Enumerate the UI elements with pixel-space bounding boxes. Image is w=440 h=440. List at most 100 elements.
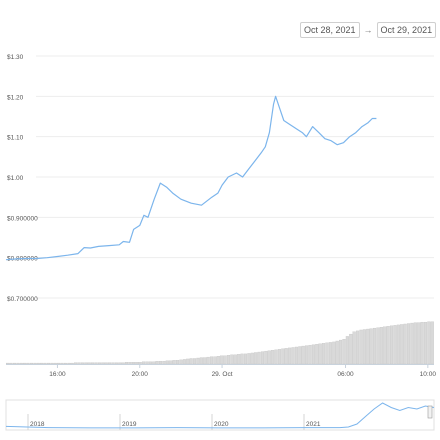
price-series — [5, 95, 377, 261]
volume-bar — [131, 362, 135, 365]
volume-bar — [80, 362, 84, 365]
volume-bar — [342, 339, 346, 365]
volume-bar — [94, 362, 98, 365]
volume-bar — [352, 331, 356, 365]
volume-bar — [305, 345, 309, 365]
volume-bar — [403, 323, 407, 365]
y-tick-label: $1.00 — [7, 175, 24, 182]
volume-bar — [159, 361, 163, 365]
volume-bar — [298, 346, 302, 365]
volume-bar — [247, 353, 251, 365]
y-tick-label: $0.700000 — [7, 296, 38, 303]
volume-bar — [406, 323, 411, 365]
volume-bar — [260, 351, 265, 365]
volume-bar — [335, 340, 339, 365]
volume-bar — [162, 361, 166, 365]
volume-bar — [175, 360, 180, 365]
volume-bar — [152, 361, 156, 365]
volume-bar — [257, 351, 261, 365]
volume-bar — [182, 359, 186, 365]
volume-bar — [50, 362, 54, 365]
y-tick-label: $1.30 — [7, 54, 24, 61]
volume-bar — [423, 321, 428, 365]
volume-bar — [155, 361, 159, 365]
price-line — [5, 95, 377, 261]
volume-bar — [417, 322, 421, 365]
date-from-input[interactable]: Oct 28, 2021 — [300, 22, 360, 38]
volume-bar — [400, 324, 404, 365]
volume-bar — [108, 362, 112, 365]
volume-bar — [57, 362, 61, 365]
volume-bar — [9, 362, 13, 365]
y-axis-labels: $1.30$1.20$1.10$1.00$0.900000$0.800000$0… — [7, 54, 38, 303]
y-tick-label: $1.20 — [7, 94, 24, 101]
volume-bar — [91, 362, 95, 365]
volume-bar — [288, 347, 292, 365]
volume-bar — [67, 362, 71, 365]
date-range-selector: Oct 28, 2021 → Oct 29, 2021 — [300, 22, 437, 38]
volume-bar — [206, 356, 210, 365]
volume-bar — [77, 362, 81, 365]
volume-bar — [376, 327, 380, 365]
volume-bar — [369, 328, 373, 365]
volume-bar — [315, 344, 319, 365]
volume-bar — [46, 362, 51, 365]
volume-bar — [87, 362, 91, 365]
volume-bar — [413, 322, 417, 365]
volume-bar — [332, 341, 336, 365]
volume-bar — [43, 362, 47, 365]
volume-bar — [199, 357, 203, 365]
volume-bar — [97, 362, 101, 365]
volume-bar — [111, 362, 115, 365]
volume-bar — [274, 349, 278, 365]
range-navigator[interactable]: 2018 2019 2020 2021 — [5, 399, 435, 431]
volume-bar — [240, 353, 244, 365]
volume-bar — [169, 360, 173, 365]
volume-bar — [281, 348, 285, 365]
volume-bar — [427, 321, 431, 365]
volume-bar — [213, 356, 217, 365]
volume-bar — [396, 324, 400, 365]
volume-bar — [74, 362, 78, 365]
volume-bar — [63, 362, 67, 365]
volume-bar — [209, 356, 214, 365]
volume-bar — [220, 355, 224, 365]
volume-bar — [16, 362, 20, 365]
x-tick-label: 29. Oct — [212, 371, 233, 378]
volume-bar — [325, 342, 329, 365]
volume-bar — [19, 362, 23, 365]
volume-bar — [389, 325, 394, 365]
x-tick-label: 20:00 — [132, 371, 149, 378]
navigator-handle — [427, 405, 433, 419]
navigator-year-label: 2020 — [214, 421, 229, 428]
volume-bar — [172, 360, 176, 365]
volume-bar — [308, 344, 312, 365]
volume-bar — [104, 362, 108, 365]
volume-bar — [250, 352, 254, 365]
volume-bar — [12, 362, 17, 365]
volume-bar — [135, 362, 139, 365]
volume-bar — [318, 343, 322, 365]
volume-bar — [345, 336, 349, 365]
y-tick-label: $0.900000 — [7, 215, 38, 222]
volume-bar — [84, 362, 88, 365]
x-axis-labels: 16:00 20:00 29. Oct 06:00 10:00 — [49, 364, 436, 378]
date-range-arrow-icon: → — [363, 25, 373, 35]
volume-bar — [142, 361, 146, 365]
navigator-year-label: 2019 — [122, 421, 137, 428]
volume-bar — [237, 354, 241, 365]
x-tick-label: 10:00 — [420, 371, 437, 378]
volume-bar — [203, 357, 207, 365]
x-tick-label: 06:00 — [337, 371, 354, 378]
volume-bar — [420, 321, 424, 365]
volume-bar — [301, 345, 305, 365]
date-to-input[interactable]: Oct 29, 2021 — [376, 22, 437, 38]
volume-bar — [349, 333, 353, 365]
volume-bar — [26, 362, 30, 365]
volume-bar — [230, 354, 234, 365]
volume-bar — [339, 339, 343, 365]
volume-bar — [359, 329, 363, 365]
volume-bar — [70, 362, 74, 365]
navigator-line — [5, 402, 435, 429]
volume-bar — [386, 326, 390, 365]
